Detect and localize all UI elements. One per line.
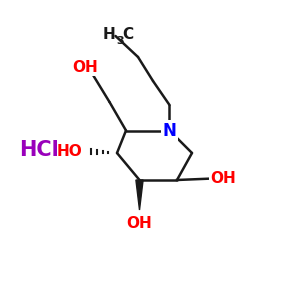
Text: 3: 3 <box>116 36 124 46</box>
Text: OH: OH <box>211 171 236 186</box>
Text: HO: HO <box>56 144 82 159</box>
Text: HCl: HCl <box>19 140 59 160</box>
Text: OH: OH <box>127 216 152 231</box>
Text: H: H <box>103 27 116 42</box>
Text: C: C <box>122 27 133 42</box>
Text: OH: OH <box>73 60 98 75</box>
Text: N: N <box>163 122 176 140</box>
Polygon shape <box>136 180 143 210</box>
